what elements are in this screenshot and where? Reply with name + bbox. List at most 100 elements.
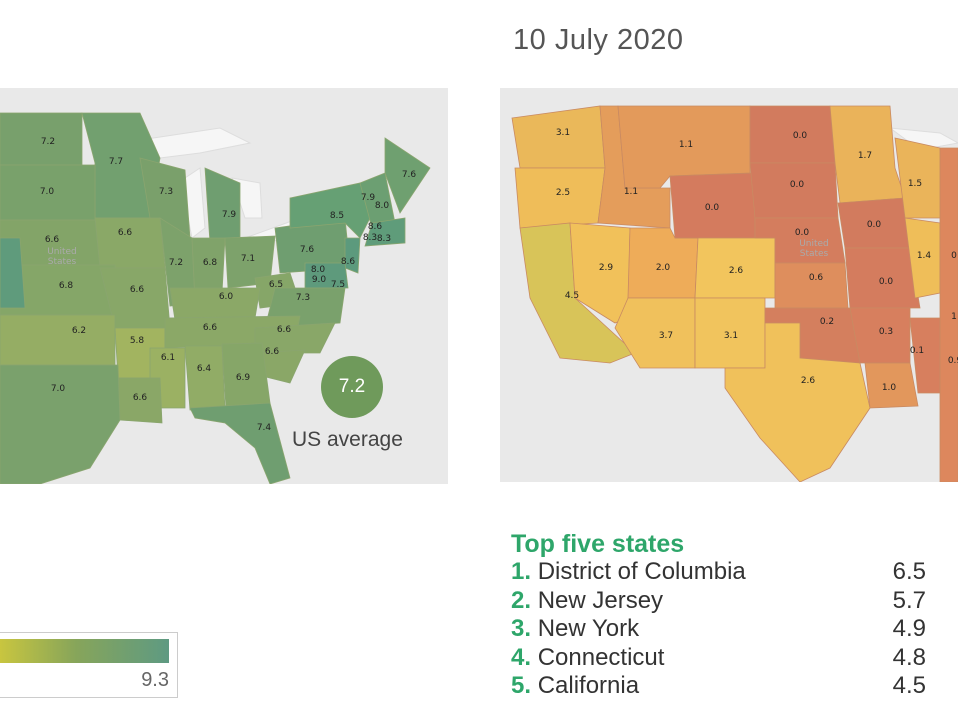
left-label-21: 7.5: [331, 280, 345, 290]
state-east[interactable]: [939, 147, 958, 482]
left-label-23: 6.6: [130, 285, 145, 295]
left-state-shapes: [0, 112, 431, 484]
left-label-32: 6.1: [161, 353, 175, 363]
right-label-17: 4.5: [565, 291, 579, 301]
left-label-27: 6.2: [72, 326, 86, 336]
right-map-country-label-2: States: [800, 249, 829, 259]
us-average-badge: 7.2: [321, 356, 383, 418]
state-value: 4.9: [892, 615, 926, 642]
state-ky[interactable]: [169, 287, 261, 321]
right-label-27: 0: [951, 251, 957, 261]
state-nd[interactable]: [0, 112, 83, 166]
left-label-2: 7.6: [402, 170, 417, 180]
left-label-4: 7.3: [159, 187, 173, 197]
right-state-labels: 3.1 1.1 0.0 1.7 2.5 1.1 0.0 1.5 0.0 0.0 …: [556, 128, 958, 393]
rank: 3.: [511, 615, 532, 642]
left-label-34: 6.9: [236, 373, 251, 383]
state-me[interactable]: [384, 137, 431, 214]
right-label-0: 3.1: [556, 128, 570, 138]
left-label-12: 6.6: [45, 235, 60, 245]
left-label-1: 7.7: [109, 157, 123, 167]
left-map-svg: 7.2 7.7 7.6 7.0 7.3 7.9 8.0 7.9 8.5 8.6 …: [0, 112, 431, 484]
left-label-16: 7.1: [241, 254, 255, 264]
right-label-2: 0.0: [793, 131, 808, 141]
state-tx[interactable]: [0, 364, 121, 484]
left-label-20: 9.0: [312, 275, 327, 285]
us-average-value: 7.2: [338, 376, 366, 397]
right-label-9: 0.0: [795, 228, 810, 238]
right-choropleth-map[interactable]: 3.1 1.1 0.0 1.7 2.5 1.1 0.0 1.5 0.0 0.0 …: [500, 88, 958, 482]
left-label-30: 5.8: [130, 336, 145, 346]
right-label-21: 0.3: [879, 327, 893, 337]
state-mo[interactable]: [844, 247, 921, 309]
state-name: New Jersey: [537, 586, 664, 614]
right-label-22: 0.1: [910, 346, 924, 356]
right-label-20: 3.1: [724, 331, 738, 341]
right-label-13: 2.6: [729, 266, 744, 276]
right-label-19: 3.7: [659, 331, 673, 341]
state-ks[interactable]: [774, 262, 849, 309]
left-label-24: 6.0: [219, 292, 234, 302]
rank: 5.: [511, 672, 532, 699]
right-label-18: 0.2: [820, 317, 834, 327]
left-label-11: 8.3: [377, 234, 391, 244]
right-map-svg: 3.1 1.1 0.0 1.7 2.5 1.1 0.0 1.5 0.0 0.0 …: [511, 105, 958, 482]
top-five-row-4: 4. Connecticut 4.8: [511, 644, 931, 673]
left-map-country-label-1: United: [47, 247, 77, 257]
right-label-26: 1: [951, 312, 957, 322]
top-five-row-1: 1. District of Columbia 6.5: [511, 558, 931, 587]
state-fl[interactable]: [189, 402, 291, 484]
state-tx[interactable]: [724, 322, 871, 482]
legend-max-label: 9.3: [141, 669, 169, 691]
state-md-de-dc[interactable]: [304, 262, 349, 289]
state-nj[interactable]: [344, 237, 361, 274]
left-label-15: 6.8: [203, 258, 218, 268]
right-label-24: 1.0: [882, 383, 897, 393]
right-label-7: 1.5: [908, 179, 922, 189]
right-label-8: 0.0: [705, 203, 720, 213]
state-ma-ct-ri[interactable]: [364, 217, 406, 247]
top-five-row-5: 5. California 4.5: [511, 672, 931, 701]
left-label-25: 6.5: [269, 280, 283, 290]
left-choropleth-map[interactable]: 7.2 7.7 7.6 7.0 7.3 7.9 8.0 7.9 8.5 8.6 …: [0, 88, 448, 484]
right-map-country-label-1: United: [799, 239, 829, 249]
state-ok[interactable]: [0, 314, 116, 366]
right-label-11: 2.9: [599, 263, 614, 273]
left-label-6: 8.0: [375, 201, 390, 211]
left-map-country-label-2: States: [48, 257, 77, 267]
left-label-31: 6.6: [265, 347, 280, 357]
right-label-5: 1.1: [624, 187, 638, 197]
left-state-labels: 7.2 7.7 7.6 7.0 7.3 7.9 8.0 7.9 8.5 8.6 …: [40, 137, 417, 433]
right-label-6: 0.0: [790, 180, 805, 190]
right-label-10: 0.0: [867, 220, 882, 230]
top-five-title: Top five states: [511, 530, 685, 558]
state-al[interactable]: [184, 345, 226, 411]
right-state-shapes: [511, 105, 958, 482]
state-name: California: [537, 672, 640, 699]
right-label-4: 2.5: [556, 188, 570, 198]
state-value: 4.5: [892, 672, 926, 699]
state-az[interactable]: [614, 297, 696, 369]
left-label-13: 6.6: [118, 228, 133, 238]
left-label-5: 7.9: [361, 193, 376, 203]
right-label-15: 1.4: [917, 251, 932, 261]
left-label-26: 7.3: [296, 293, 310, 303]
us-average-label: US average: [292, 428, 403, 451]
left-label-35: 7.0: [51, 384, 66, 394]
color-legend: 9.3: [0, 632, 178, 698]
state-ia[interactable]: [94, 217, 166, 269]
rank: 2.: [511, 586, 532, 614]
state-sd[interactable]: [749, 162, 839, 219]
state-value: 6.5: [892, 558, 926, 585]
state-la[interactable]: [864, 362, 919, 409]
state-co[interactable]: [0, 237, 26, 309]
left-label-7: 7.9: [222, 210, 237, 220]
left-label-37: 7.4: [257, 423, 272, 433]
state-value: 5.7: [892, 586, 926, 614]
left-label-22: 6.8: [59, 281, 74, 291]
right-label-14: 0.6: [809, 273, 824, 283]
state-sd[interactable]: [0, 164, 96, 221]
state-or[interactable]: [514, 167, 606, 229]
right-label-16: 0.0: [879, 277, 894, 287]
state-name: New York: [537, 615, 640, 642]
